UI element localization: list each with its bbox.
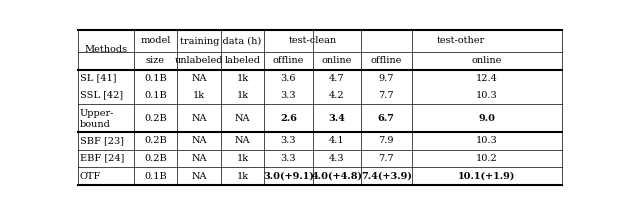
Text: unlabeled: unlabeled [175,56,223,65]
Text: test-clean: test-clean [288,36,336,45]
Text: 4.3: 4.3 [329,153,344,163]
Text: NA: NA [235,114,250,123]
Text: NA: NA [191,172,207,181]
Text: 1k: 1k [236,74,248,83]
Text: OTF: OTF [80,172,101,181]
Text: 3.3: 3.3 [281,91,296,100]
Text: offline: offline [371,56,402,65]
Text: 10.2: 10.2 [475,153,497,163]
Text: NA: NA [191,74,207,83]
Text: NA: NA [191,153,207,163]
Text: 0.1B: 0.1B [144,74,167,83]
Text: online: online [472,56,502,65]
Text: 10.1(+1.9): 10.1(+1.9) [458,172,515,181]
Text: EBF [24]: EBF [24] [80,153,124,163]
Text: size: size [146,56,165,65]
Text: 3.6: 3.6 [281,74,296,83]
Text: 4.0(+4.8): 4.0(+4.8) [311,172,362,181]
Text: 0.2B: 0.2B [144,137,167,145]
Text: model: model [140,36,170,45]
Text: 7.9: 7.9 [379,137,394,145]
Text: 10.3: 10.3 [475,137,497,145]
Text: Methods: Methods [84,45,127,54]
Text: SBF [23]: SBF [23] [80,137,124,145]
Text: 0.2B: 0.2B [144,153,167,163]
Text: 1k: 1k [236,153,248,163]
Text: training data (h): training data (h) [180,36,261,46]
Text: SL [41]: SL [41] [80,74,117,83]
Text: 4.2: 4.2 [329,91,344,100]
Text: 0.1B: 0.1B [144,172,167,181]
Text: 0.2B: 0.2B [144,114,167,123]
Text: 6.7: 6.7 [378,114,395,123]
Text: 0.1B: 0.1B [144,91,167,100]
Text: labeled: labeled [225,56,260,65]
Text: 7.7: 7.7 [379,91,394,100]
Text: NA: NA [191,137,207,145]
Text: 9.7: 9.7 [379,74,394,83]
Text: 3.4: 3.4 [328,114,345,123]
Text: 4.7: 4.7 [329,74,344,83]
Text: 9.0: 9.0 [478,114,495,123]
Text: 7.7: 7.7 [379,153,394,163]
Text: 1k: 1k [236,91,248,100]
Text: 12.4: 12.4 [475,74,497,83]
Text: 3.3: 3.3 [281,153,296,163]
Text: SSL [42]: SSL [42] [80,91,123,100]
Text: offline: offline [273,56,304,65]
Text: 1k: 1k [236,172,248,181]
Text: 3.3: 3.3 [281,137,296,145]
Text: 7.4(+3.9): 7.4(+3.9) [361,172,412,181]
Text: 10.3: 10.3 [475,91,497,100]
Text: NA: NA [191,114,207,123]
Text: 4.1: 4.1 [329,137,344,145]
Text: online: online [321,56,352,65]
Text: 2.6: 2.6 [280,114,297,123]
Text: 1k: 1k [193,91,205,100]
Text: bound: bound [80,120,111,129]
Text: NA: NA [235,137,250,145]
Text: test-other: test-other [437,36,485,45]
Text: Upper-: Upper- [80,109,114,118]
Text: 3.0(+9.1): 3.0(+9.1) [263,172,314,181]
